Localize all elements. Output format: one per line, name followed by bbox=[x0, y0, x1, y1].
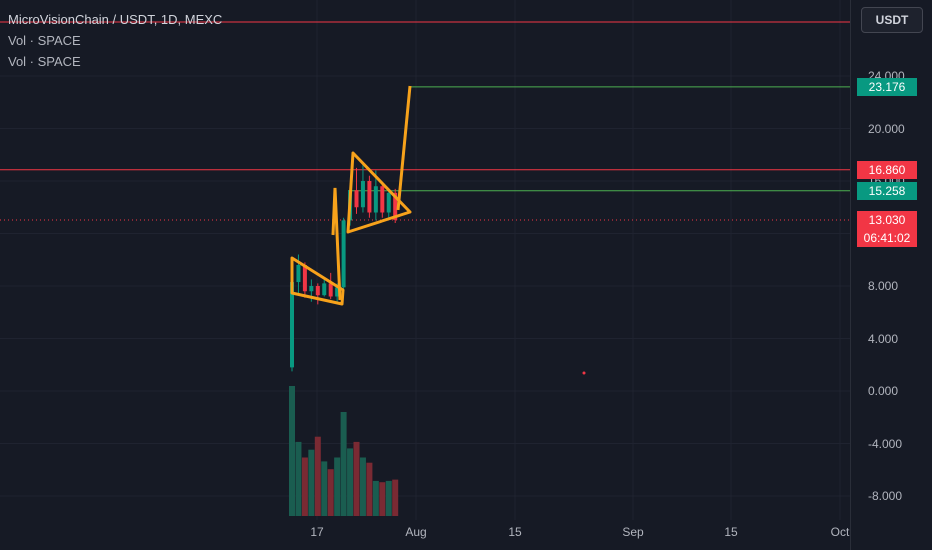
candle-body bbox=[328, 283, 333, 297]
price-label-badge: 16.860 bbox=[857, 160, 917, 179]
volume-bar bbox=[347, 448, 354, 516]
candle-body bbox=[380, 186, 385, 213]
currency-button[interactable]: USDT bbox=[861, 7, 923, 33]
volume-bar bbox=[308, 449, 315, 516]
candle-body bbox=[322, 283, 327, 296]
volume-bar bbox=[366, 462, 373, 516]
candle-body bbox=[373, 186, 378, 213]
volume-bar bbox=[327, 469, 334, 516]
candle-body bbox=[360, 181, 365, 208]
candle-body bbox=[309, 286, 314, 292]
price-tick-label: 8.000 bbox=[868, 279, 899, 293]
volume-bar bbox=[301, 457, 308, 516]
time-tick-label: Aug bbox=[405, 525, 427, 539]
price-tick-label: 4.000 bbox=[868, 331, 899, 346]
candle-body bbox=[341, 220, 346, 288]
marker-dot bbox=[582, 371, 586, 375]
candle-body bbox=[386, 192, 391, 213]
price-label-badge: 13.030 bbox=[857, 210, 917, 229]
volume-bar bbox=[372, 480, 379, 516]
horizontal-price-lines bbox=[0, 21, 850, 221]
projection-line bbox=[396, 85, 412, 211]
volume-bar bbox=[289, 386, 295, 516]
volume-bar bbox=[314, 436, 321, 516]
candle-body bbox=[302, 265, 307, 292]
pattern-drawings bbox=[290, 85, 586, 375]
volume-bar bbox=[295, 441, 302, 516]
chart-legend: MicroVisionChain / USDT, 1D, MEXC Vol · … bbox=[8, 9, 222, 72]
time-tick-label: Oct bbox=[830, 525, 850, 539]
price-label-badge: 23.176 bbox=[857, 77, 917, 96]
price-axis-divider bbox=[850, 0, 851, 550]
volume-bar bbox=[321, 461, 328, 516]
flagpole-2 bbox=[331, 187, 342, 301]
candle-body bbox=[335, 287, 340, 297]
candle-body bbox=[296, 265, 301, 283]
candle-body bbox=[354, 190, 359, 208]
price-tick-label: -4.000 bbox=[868, 436, 903, 451]
grid-lines bbox=[0, 0, 850, 520]
volume-bar bbox=[385, 480, 392, 516]
volume-bar bbox=[359, 457, 366, 516]
price-tick-label: 20.000 bbox=[868, 121, 905, 136]
volume-bars bbox=[289, 386, 399, 516]
flag-pattern-1 bbox=[290, 256, 345, 306]
time-tick-label: 15 bbox=[724, 525, 738, 539]
candle-countdown-badge: 06:41:02 bbox=[857, 228, 917, 247]
time-tick-label: Sep bbox=[622, 525, 644, 539]
flag-pattern-2 bbox=[346, 151, 412, 234]
volume-bar bbox=[340, 412, 347, 516]
time-tick-label: 17 bbox=[310, 525, 324, 539]
volume-bar bbox=[353, 441, 360, 516]
volume-bar bbox=[334, 457, 341, 516]
symbol-title[interactable]: MicroVisionChain / USDT, 1D, MEXC bbox=[8, 12, 223, 27]
candle-body bbox=[367, 181, 372, 213]
candle-body bbox=[290, 282, 294, 368]
volume-bar bbox=[392, 479, 399, 516]
volume-indicator-label[interactable]: Vol · SPACE bbox=[8, 33, 81, 48]
candle-body bbox=[393, 192, 398, 220]
volume-indicator-label[interactable]: Vol · SPACE bbox=[8, 54, 81, 69]
price-tick-label: -8.000 bbox=[868, 489, 903, 503]
candle-body bbox=[315, 286, 320, 296]
time-tick-label: 15 bbox=[508, 525, 522, 539]
volume-bar bbox=[379, 482, 386, 516]
price-label-badge: 15.258 bbox=[857, 181, 917, 200]
price-tick-label: 0.000 bbox=[868, 384, 899, 398]
